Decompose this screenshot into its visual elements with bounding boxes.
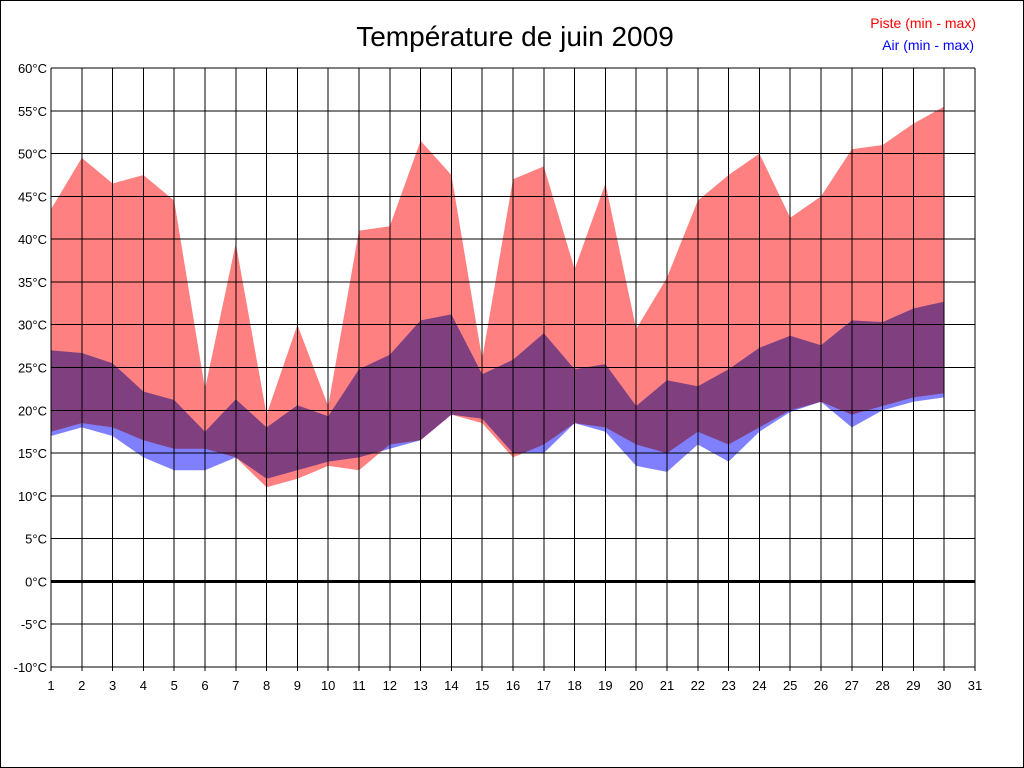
x-tick-label: 2 bbox=[78, 678, 85, 693]
x-tick-label: 11 bbox=[352, 678, 366, 693]
series-areas bbox=[51, 106, 945, 488]
y-tick-label: 25°C bbox=[18, 361, 47, 376]
y-tick-label: 0°C bbox=[25, 574, 47, 589]
y-tick-label: 30°C bbox=[18, 318, 47, 333]
grid-lines bbox=[50, 67, 976, 671]
x-tick-label: 26 bbox=[814, 678, 828, 693]
x-tick-label: 31 bbox=[968, 678, 982, 693]
x-tick-label: 5 bbox=[171, 678, 178, 693]
x-tick-label: 16 bbox=[506, 678, 520, 693]
x-tick-label: 18 bbox=[567, 678, 581, 693]
y-tick-label: 35°C bbox=[18, 275, 47, 290]
legend: Piste (min - max) Air (min - max) bbox=[870, 15, 976, 53]
x-tick-label: 28 bbox=[875, 678, 889, 693]
x-tick-label: 27 bbox=[845, 678, 859, 693]
x-tick-label: 29 bbox=[906, 678, 920, 693]
legend-entry-piste: Piste (min - max) bbox=[870, 15, 976, 31]
chart-title: Température de juin 2009 bbox=[356, 21, 674, 52]
x-tick-label: 21 bbox=[660, 678, 674, 693]
x-tick-label: 15 bbox=[475, 678, 489, 693]
x-tick-label: 3 bbox=[109, 678, 116, 693]
y-tick-label: 55°C bbox=[18, 104, 47, 119]
y-tick-label: 5°C bbox=[25, 532, 47, 547]
x-tick-label: 20 bbox=[629, 678, 643, 693]
y-tick-label: 60°C bbox=[18, 61, 47, 76]
x-tick-label: 30 bbox=[937, 678, 951, 693]
x-tick-label: 8 bbox=[263, 678, 270, 693]
x-tick-label: 1 bbox=[47, 678, 54, 693]
x-tick-label: 6 bbox=[201, 678, 208, 693]
x-tick-label: 22 bbox=[691, 678, 705, 693]
x-tick-label: 17 bbox=[537, 678, 551, 693]
legend-entry-air: Air (min - max) bbox=[882, 37, 974, 53]
x-tick-label: 4 bbox=[140, 678, 147, 693]
y-tick-label: -5°C bbox=[21, 617, 47, 632]
x-tick-label: 19 bbox=[598, 678, 612, 693]
x-tick-label: 14 bbox=[444, 678, 458, 693]
x-tick-label: 7 bbox=[232, 678, 239, 693]
x-tick-label: 24 bbox=[752, 678, 766, 693]
x-tick-label: 13 bbox=[413, 678, 427, 693]
y-axis-ticks: 60°C 55°C 50°C 45°C 40°C 35°C 30°C 25°C 20°C 15°C… bbox=[14, 61, 47, 675]
y-tick-label: 10°C bbox=[18, 489, 47, 504]
y-tick-label: 20°C bbox=[18, 403, 47, 418]
x-tick-label: 23 bbox=[721, 678, 735, 693]
x-tick-label: 25 bbox=[783, 678, 797, 693]
y-tick-label: 45°C bbox=[18, 189, 47, 204]
y-tick-label: 40°C bbox=[18, 232, 47, 247]
area-band-air bbox=[51, 301, 945, 479]
y-tick-label: 50°C bbox=[18, 147, 47, 162]
y-tick-label: -10°C bbox=[14, 660, 47, 675]
y-tick-label: 15°C bbox=[18, 446, 47, 461]
x-axis-ticks: 1 2 3 4 5 6 7 8 9 10 11 12 13 14 15 16 17 18 19 20 21 22 23 24 2… bbox=[47, 678, 982, 693]
x-tick-label: 10 bbox=[321, 678, 335, 693]
x-tick-label: 9 bbox=[294, 678, 301, 693]
x-tick-label: 12 bbox=[383, 678, 397, 693]
